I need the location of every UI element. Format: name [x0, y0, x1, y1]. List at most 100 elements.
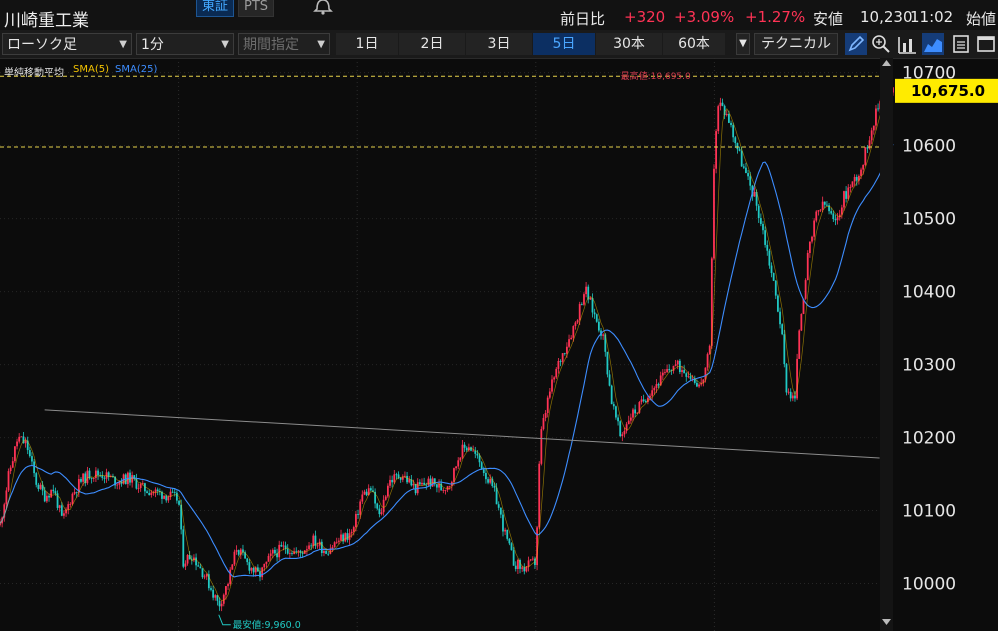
candle-body	[9, 467, 12, 472]
candle-body	[578, 304, 581, 321]
y-tick-label-7: 10700	[902, 64, 956, 84]
change-label: 前日比	[560, 10, 606, 28]
candle-body	[672, 365, 675, 371]
candle-body	[476, 453, 479, 456]
candle-body	[804, 280, 807, 299]
candle-body	[386, 485, 389, 497]
candlestick-chart[interactable]: 最高値:10,695.0 最安値:9,960.0 10000 10100 10200…	[0, 58, 998, 631]
candle-body	[20, 436, 23, 438]
candle-body	[591, 298, 594, 313]
candle-body	[474, 450, 477, 454]
candle-body	[141, 483, 144, 485]
scrollbar-track	[880, 58, 893, 631]
candle-body	[401, 476, 404, 480]
candle-body	[713, 168, 715, 259]
low-value: 10,230	[860, 8, 913, 26]
candle-body	[544, 412, 547, 418]
candle-body	[783, 334, 786, 365]
candle-body	[288, 553, 291, 554]
candle-body	[838, 214, 841, 218]
candle-body	[555, 368, 558, 378]
candle-body	[37, 484, 40, 489]
candle-body	[574, 322, 577, 327]
y-tick-label-1: 10100	[902, 502, 956, 522]
chevron-down-icon: ▼	[119, 39, 127, 50]
candle-body	[337, 540, 340, 542]
candle-body	[725, 114, 728, 116]
candle-body	[286, 548, 289, 554]
candle-body	[661, 372, 664, 376]
range-1d[interactable]: 1日	[336, 33, 398, 55]
volume-icon[interactable]	[896, 33, 918, 55]
chevron-down-icon[interactable]: ▼	[736, 33, 750, 55]
candle-body	[378, 508, 381, 515]
candle-body	[352, 527, 355, 532]
candle-body	[118, 481, 121, 485]
candle-body	[376, 503, 379, 509]
chart-type-select[interactable]: ローソク足 ▼	[2, 33, 132, 55]
save-icon[interactable]	[950, 33, 972, 55]
candle-body	[444, 490, 447, 491]
tab-tse[interactable]: 東証	[196, 0, 235, 17]
candle-body	[747, 173, 749, 177]
candle-body	[427, 478, 430, 485]
indicator-title: 単純移動平均	[4, 68, 64, 79]
candle-body	[870, 130, 873, 141]
candle-body	[207, 574, 210, 589]
technical-button[interactable]: テクニカル	[754, 33, 838, 55]
candle-body	[461, 444, 464, 458]
candle-body	[380, 512, 383, 515]
window-icon[interactable]	[975, 33, 997, 55]
candle-body	[418, 482, 421, 485]
candle-body	[655, 384, 658, 388]
candle-body	[781, 324, 784, 335]
candle-body	[551, 379, 553, 392]
candle-body	[847, 187, 850, 199]
candle-body	[45, 495, 48, 502]
interval-select[interactable]: 1分 ▼	[136, 33, 234, 55]
candle-body	[212, 589, 215, 598]
candle-body	[312, 535, 315, 546]
candle-body	[719, 102, 722, 107]
candle-body	[436, 484, 438, 488]
pen-icon[interactable]	[845, 33, 867, 55]
range-5d[interactable]: 5日	[533, 33, 595, 55]
candle-body	[389, 479, 391, 486]
range-30bars[interactable]: 30本	[596, 33, 662, 55]
candle-body	[527, 560, 530, 567]
tab-pts[interactable]: PTS	[238, 0, 275, 17]
candle-body	[785, 364, 788, 393]
bell-icon[interactable]	[311, 0, 335, 17]
candle-body	[24, 440, 27, 444]
candle-body	[41, 484, 44, 491]
candle-body	[367, 488, 370, 496]
candle-body	[489, 478, 492, 483]
candle-body	[69, 504, 72, 505]
candle-body	[570, 337, 573, 340]
candle-body	[642, 399, 645, 402]
candle-body	[227, 584, 229, 587]
candle-body	[623, 431, 626, 435]
candle-body	[843, 191, 845, 208]
candle-body	[297, 550, 300, 552]
high-label: 最高値:10,695.0	[621, 70, 691, 82]
candle-body	[218, 600, 221, 607]
candle-body	[342, 534, 345, 542]
area-chart-icon[interactable]	[922, 33, 944, 55]
candle-body	[229, 569, 232, 585]
zoom-icon[interactable]	[870, 33, 892, 55]
candle-body	[278, 544, 281, 558]
candle-body	[54, 491, 57, 494]
range-3d[interactable]: 3日	[466, 33, 532, 55]
scrollbar	[880, 58, 893, 631]
period-select[interactable]: 期間指定 ▼	[238, 33, 330, 55]
candle-body	[182, 529, 185, 567]
candle-body	[806, 252, 809, 281]
candle-body	[640, 399, 643, 403]
candle-body	[412, 484, 415, 486]
candle-body	[242, 549, 244, 553]
candle-body	[768, 250, 771, 266]
candle-body	[355, 513, 357, 528]
range-2d[interactable]: 2日	[399, 33, 465, 55]
range-60bars[interactable]: 60本	[663, 33, 725, 55]
